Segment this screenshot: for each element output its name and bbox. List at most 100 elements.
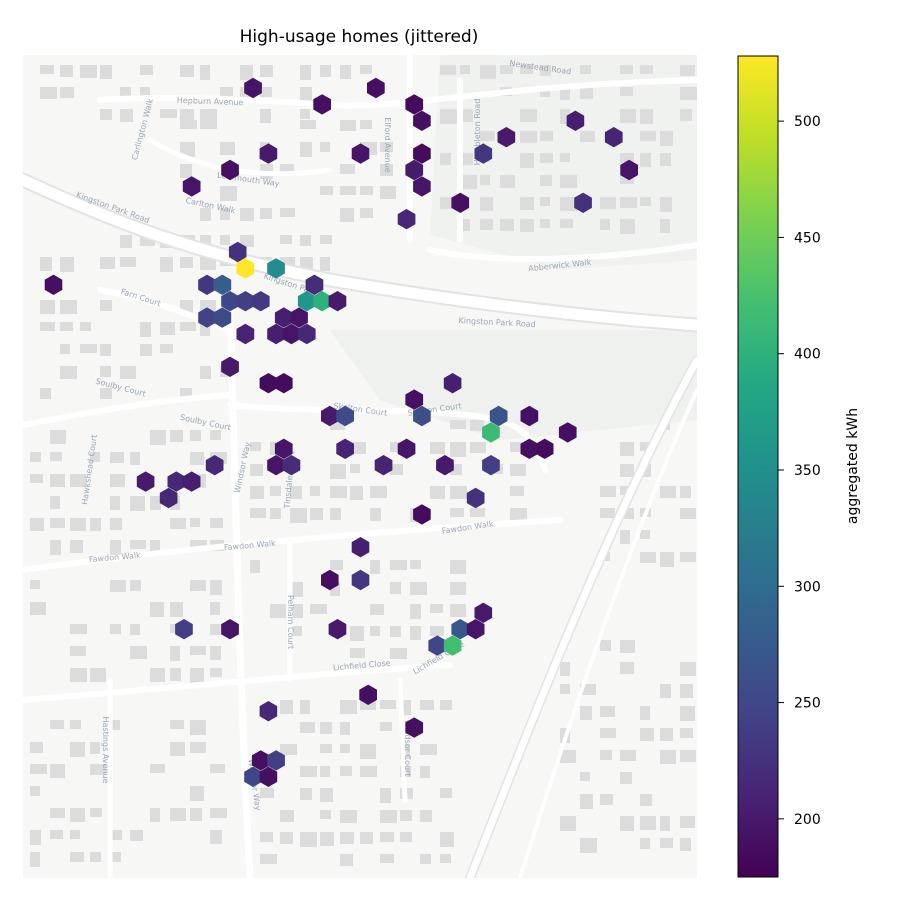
building — [290, 486, 302, 499]
hex-cell — [182, 176, 201, 197]
building — [430, 626, 444, 636]
building — [60, 87, 74, 98]
building — [170, 808, 186, 821]
hex-cell — [405, 159, 424, 181]
building — [460, 219, 470, 231]
building — [190, 720, 206, 735]
building — [70, 474, 86, 487]
building — [40, 388, 51, 399]
building — [150, 808, 160, 822]
building — [320, 722, 332, 734]
building — [680, 486, 691, 498]
building — [680, 552, 696, 562]
building — [580, 706, 592, 720]
building — [120, 366, 136, 379]
building — [210, 646, 221, 660]
colorbar-tick-label: 450 — [794, 230, 821, 246]
hex-cell — [413, 504, 431, 525]
building — [370, 604, 384, 615]
building — [440, 197, 452, 209]
building — [200, 257, 216, 270]
building — [50, 764, 65, 778]
building — [60, 257, 74, 272]
building — [50, 474, 65, 487]
building — [620, 442, 634, 456]
building — [320, 832, 334, 846]
hex-cell — [236, 258, 255, 279]
hex-cell — [290, 307, 308, 328]
building — [440, 854, 451, 863]
building — [620, 816, 634, 831]
building — [320, 810, 331, 819]
building — [620, 87, 633, 96]
street-label: Hepburn Avenue — [177, 96, 244, 107]
hex-cell — [159, 487, 178, 509]
building — [290, 604, 303, 618]
hex-cell — [198, 274, 216, 295]
building — [120, 87, 131, 99]
colorbar-tick-label: 500 — [794, 114, 821, 130]
building — [30, 452, 41, 462]
street-label: Pelham Court — [286, 595, 295, 649]
building — [660, 816, 670, 831]
building — [190, 518, 200, 527]
building — [480, 219, 493, 230]
building — [420, 810, 432, 822]
hex-cell — [274, 438, 293, 459]
building — [330, 464, 346, 479]
building — [660, 219, 670, 233]
building — [60, 366, 77, 379]
hex-cell — [474, 602, 493, 623]
hex-cell — [336, 405, 354, 427]
building — [270, 486, 281, 496]
building — [60, 322, 73, 331]
building — [200, 120, 217, 129]
building — [440, 153, 451, 165]
building — [680, 65, 695, 76]
building — [50, 808, 65, 818]
building — [110, 452, 124, 463]
building — [560, 750, 576, 763]
building — [40, 87, 57, 99]
building — [240, 208, 254, 221]
building — [40, 300, 55, 314]
hex-cell — [328, 291, 347, 312]
building — [260, 854, 277, 864]
hex-cell — [175, 619, 193, 640]
building — [340, 832, 354, 844]
building — [120, 257, 136, 267]
building — [260, 65, 273, 77]
building — [30, 786, 40, 796]
building — [680, 838, 691, 851]
hex-cell — [451, 192, 470, 213]
building — [280, 208, 295, 217]
building — [340, 744, 350, 753]
building — [580, 772, 590, 781]
building — [540, 153, 553, 163]
building — [580, 838, 597, 853]
hex-cell — [436, 455, 454, 476]
building — [100, 300, 112, 311]
building — [460, 153, 473, 165]
building — [130, 580, 141, 591]
building — [360, 832, 373, 844]
building — [140, 87, 150, 98]
building — [450, 560, 466, 574]
building — [280, 700, 293, 714]
building — [330, 420, 345, 430]
building — [390, 442, 404, 452]
building — [540, 175, 552, 186]
building — [320, 142, 330, 152]
building — [300, 788, 312, 800]
building — [280, 164, 294, 174]
building — [450, 604, 466, 617]
building — [180, 257, 193, 268]
building — [510, 464, 526, 476]
building — [380, 142, 393, 152]
building — [380, 854, 394, 863]
building — [560, 816, 576, 831]
building — [250, 560, 260, 573]
building — [580, 794, 593, 809]
building — [330, 486, 347, 498]
building — [70, 668, 87, 682]
